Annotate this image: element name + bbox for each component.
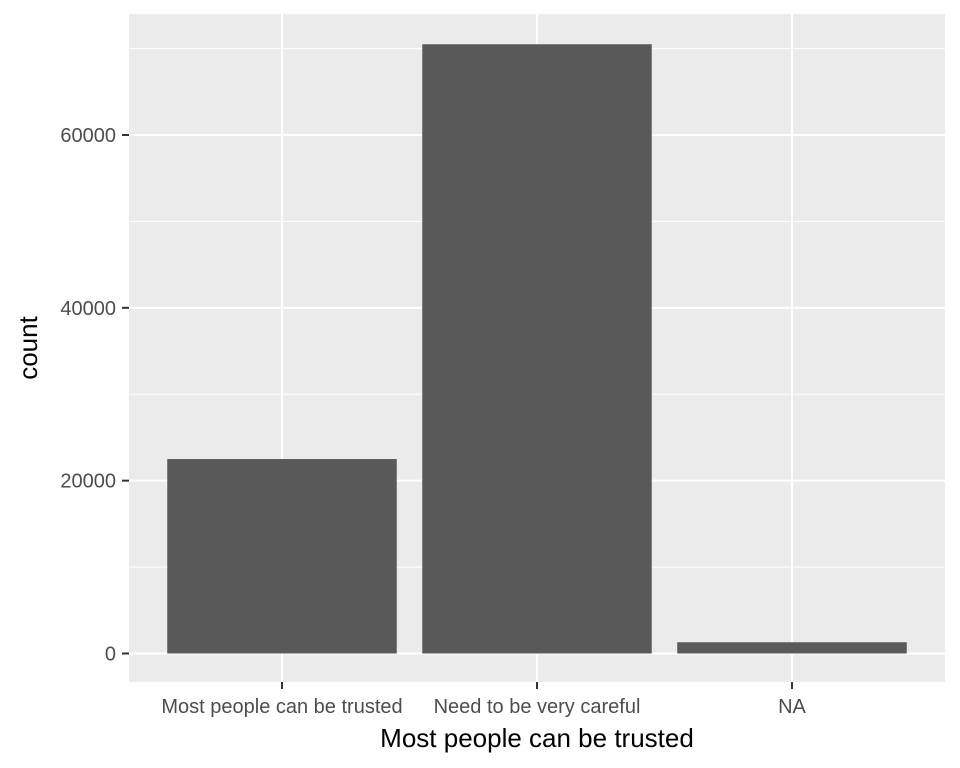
y-tick-label: 40000 <box>60 298 116 320</box>
y-axis: 0 20000 40000 60000 <box>60 125 129 665</box>
bar <box>677 642 907 654</box>
y-tick-label: 0 <box>105 643 116 665</box>
x-tick-label: NA <box>778 696 806 718</box>
bar <box>167 459 397 654</box>
bars <box>167 44 907 654</box>
x-axis-title: Most people can be trusted <box>380 723 694 753</box>
bar <box>422 44 652 654</box>
x-tick-label: Need to be very careful <box>434 696 641 718</box>
x-axis: Most people can be trusted Need to be ver… <box>161 682 807 718</box>
x-tick-label: Most people can be trusted <box>161 696 402 718</box>
y-axis-title: count <box>13 315 43 379</box>
y-tick-label: 60000 <box>60 125 116 147</box>
y-tick-label: 20000 <box>60 471 116 493</box>
